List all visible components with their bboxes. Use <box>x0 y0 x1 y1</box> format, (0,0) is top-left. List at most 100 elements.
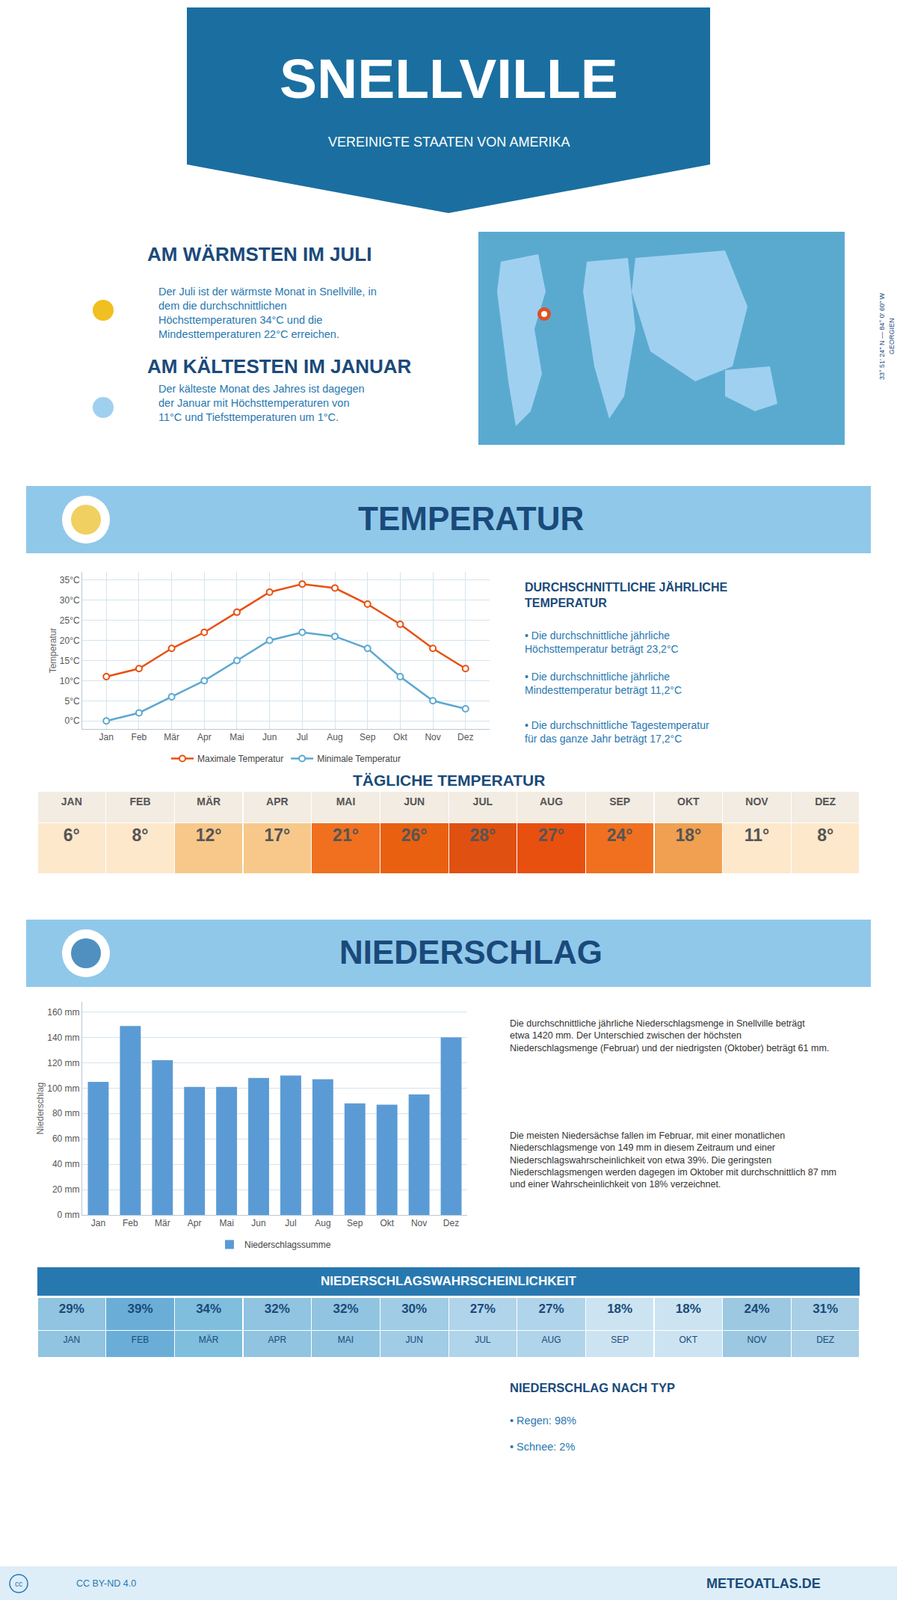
svg-text:80 mm: 80 mm <box>52 1107 80 1119</box>
svg-text:32%: 32% <box>264 1301 291 1316</box>
svg-text:24°: 24° <box>606 825 634 845</box>
svg-text:• Die durchschnittliche Tagest: • Die durchschnittliche Tagestemperaturf… <box>524 719 710 745</box>
svg-text:Temperatur: Temperatur <box>47 627 59 674</box>
svg-text:APR: APR <box>266 795 289 808</box>
svg-text:Jun: Jun <box>262 731 277 743</box>
svg-text:JAN: JAN <box>61 795 83 808</box>
svg-text:• Regen: 98%: • Regen: 98% <box>509 1414 577 1427</box>
svg-text:27%: 27% <box>538 1301 564 1316</box>
svg-text:Sep: Sep <box>359 731 376 743</box>
svg-text:Okt: Okt <box>393 731 408 743</box>
svg-text:6°: 6° <box>63 825 80 845</box>
svg-text:Dez: Dez <box>443 1217 459 1229</box>
svg-text:AM WÄRMSTEN IM JULI: AM WÄRMSTEN IM JULI <box>147 242 372 266</box>
svg-text:31%: 31% <box>812 1301 838 1316</box>
svg-text:18%: 18% <box>675 1301 702 1316</box>
svg-text:39%: 39% <box>127 1301 153 1316</box>
svg-text:17°: 17° <box>263 825 291 845</box>
svg-text:5°C: 5°C <box>64 695 80 707</box>
svg-text:cc: cc <box>14 1579 23 1588</box>
svg-text:• Schnee: 2%: • Schnee: 2% <box>509 1440 575 1453</box>
svg-text:MAI: MAI <box>337 1334 354 1345</box>
svg-text:Die meisten Niedersächse falle: Die meisten Niedersächse fallen im Febru… <box>509 1130 837 1190</box>
svg-text:NIEDERSCHLAGSWAHRSCHEINLICHKEI: NIEDERSCHLAGSWAHRSCHEINLICHKEIT <box>320 1273 578 1288</box>
svg-text:JUN: JUN <box>405 1334 423 1345</box>
svg-text:21°: 21° <box>332 825 359 845</box>
svg-text:34%: 34% <box>195 1301 222 1316</box>
svg-text:Aug: Aug <box>326 731 343 743</box>
svg-text:20 mm: 20 mm <box>52 1184 80 1195</box>
svg-text:33° 51' 24" N — 84° 0' 60" W: 33° 51' 24" N — 84° 0' 60" W <box>878 292 886 380</box>
svg-text:AM KÄLTESTEN IM JANUAR: AM KÄLTESTEN IM JANUAR <box>147 355 412 378</box>
svg-text:TEMPERATUR: TEMPERATUR <box>358 500 584 537</box>
svg-text:Apr: Apr <box>187 1217 202 1229</box>
svg-text:Maximale Temperatur: Maximale Temperatur <box>197 753 284 764</box>
svg-text:8°: 8° <box>817 825 834 845</box>
svg-text:TÄGLICHE TEMPERATUR: TÄGLICHE TEMPERATUR <box>352 771 545 789</box>
svg-text:140 mm: 140 mm <box>47 1032 80 1043</box>
svg-text:29%: 29% <box>59 1301 85 1316</box>
svg-text:Jan: Jan <box>99 731 114 743</box>
svg-text:AUG: AUG <box>539 795 563 808</box>
svg-text:18%: 18% <box>606 1301 633 1316</box>
svg-text:JAN: JAN <box>62 1334 80 1345</box>
svg-text:Apr: Apr <box>197 731 212 743</box>
svg-text:0°C: 0°C <box>64 715 80 726</box>
svg-text:Feb: Feb <box>131 731 148 743</box>
svg-text:Dez: Dez <box>457 731 474 743</box>
svg-text:JUN: JUN <box>403 795 425 808</box>
svg-text:• Die durchschnittliche jährli: • Die durchschnittliche jährlicheHöchstt… <box>524 629 679 655</box>
svg-text:Mai: Mai <box>229 731 244 743</box>
svg-text:12°: 12° <box>195 825 223 845</box>
svg-text:VEREINIGTE STAATEN VON AMERIKA: VEREINIGTE STAATEN VON AMERIKA <box>328 134 570 150</box>
svg-text:30°C: 30°C <box>59 595 80 606</box>
svg-text:20°C: 20°C <box>59 635 80 646</box>
svg-text:30%: 30% <box>401 1301 427 1316</box>
svg-text:Okt: Okt <box>379 1217 394 1229</box>
svg-text:27°: 27° <box>538 825 565 845</box>
svg-text:8°: 8° <box>132 825 149 845</box>
svg-text:DEZ: DEZ <box>816 1334 835 1345</box>
svg-text:100 mm: 100 mm <box>47 1083 80 1094</box>
svg-text:10°C: 10°C <box>59 675 80 687</box>
svg-text:MAI: MAI <box>336 795 356 808</box>
svg-text:28°: 28° <box>469 825 496 845</box>
svg-text:11°: 11° <box>744 825 770 845</box>
svg-text:25°C: 25°C <box>59 615 80 626</box>
svg-text:APR: APR <box>267 1334 287 1345</box>
svg-text:SEP: SEP <box>610 1334 629 1345</box>
svg-text:JUL: JUL <box>473 795 494 808</box>
svg-text:Jul: Jul <box>296 731 308 743</box>
svg-text:26°: 26° <box>401 825 428 845</box>
svg-text:Feb: Feb <box>122 1217 139 1229</box>
svg-text:Minimale Temperatur: Minimale Temperatur <box>316 753 401 764</box>
svg-text:Niederschlag: Niederschlag <box>35 1081 46 1134</box>
svg-text:Der kälteste Monat des Jahres: Der kälteste Monat des Jahres ist dagege… <box>158 382 365 424</box>
svg-text:DEZ: DEZ <box>814 795 836 808</box>
svg-text:METEOATLAS.DE: METEOATLAS.DE <box>706 1575 821 1591</box>
svg-text:Mär: Mär <box>154 1217 171 1229</box>
svg-text:FEB: FEB <box>130 795 151 808</box>
svg-text:40 mm: 40 mm <box>52 1158 80 1170</box>
svg-text:Mai: Mai <box>219 1217 234 1229</box>
svg-text:Jul: Jul <box>284 1217 297 1229</box>
svg-text:GEORGIEN: GEORGIEN <box>888 317 896 355</box>
svg-text:NIEDERSCHLAG: NIEDERSCHLAG <box>339 933 603 971</box>
svg-text:MÄR: MÄR <box>198 1334 220 1345</box>
svg-text:OKT: OKT <box>677 795 700 808</box>
svg-text:Jan: Jan <box>91 1217 106 1229</box>
svg-text:SEP: SEP <box>609 795 631 808</box>
svg-text:MÄR: MÄR <box>196 795 221 808</box>
svg-text:160 mm: 160 mm <box>47 1006 80 1018</box>
svg-text:0 mm: 0 mm <box>57 1209 80 1220</box>
svg-text:Mär: Mär <box>163 731 180 743</box>
svg-text:Aug: Aug <box>314 1217 331 1229</box>
svg-text:32%: 32% <box>332 1301 359 1316</box>
svg-text:27%: 27% <box>470 1301 496 1316</box>
svg-text:Nov: Nov <box>411 1217 427 1229</box>
svg-text:Die durchschnittliche jährlich: Die durchschnittliche jährliche Niedersc… <box>509 1018 829 1054</box>
svg-text:60 mm: 60 mm <box>52 1133 80 1144</box>
svg-text:18°: 18° <box>674 825 702 845</box>
svg-text:FEB: FEB <box>131 1334 149 1345</box>
svg-text:OKT: OKT <box>678 1334 698 1345</box>
